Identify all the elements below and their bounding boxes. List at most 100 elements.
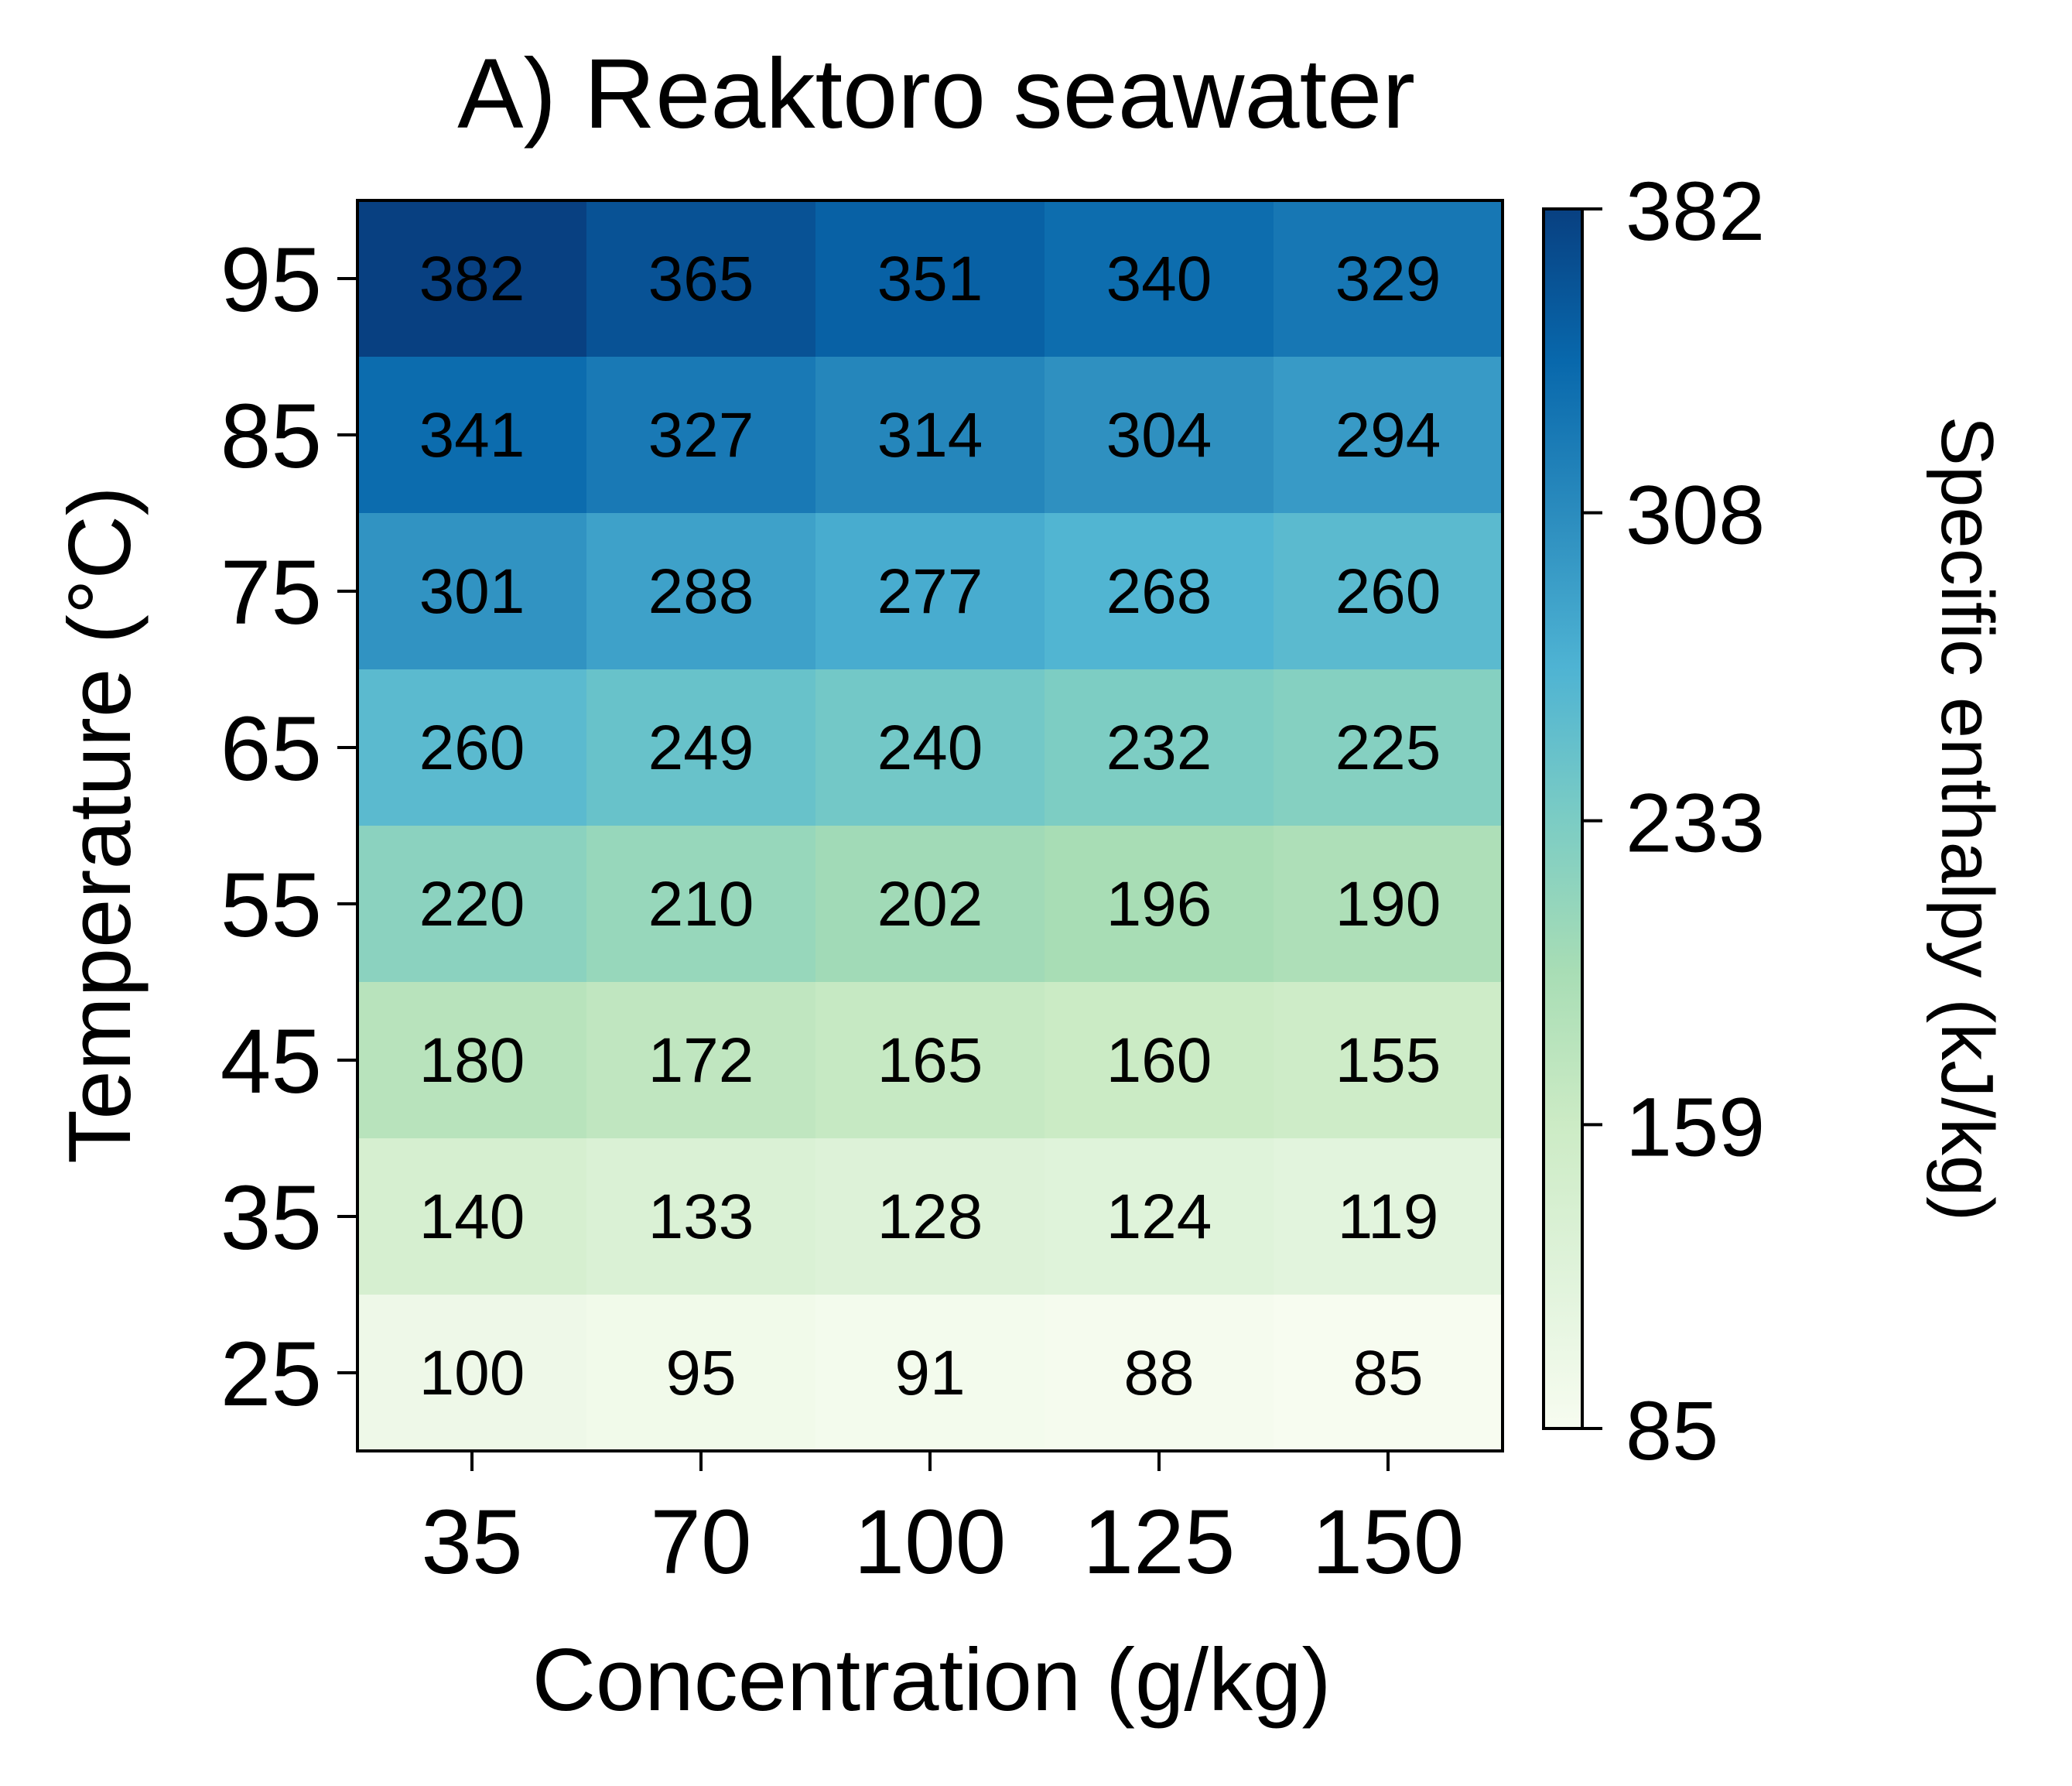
cell-value-label: 100 bbox=[419, 1338, 525, 1408]
cell-value-label: 133 bbox=[648, 1182, 754, 1252]
y-tick-label: 75 bbox=[221, 542, 322, 644]
heatmap-cell bbox=[357, 669, 587, 826]
heatmap-cell bbox=[815, 513, 1045, 670]
heatmap-cell bbox=[586, 982, 816, 1139]
heatmap-cell bbox=[1045, 357, 1274, 514]
heatmap-cell bbox=[1045, 669, 1274, 826]
heatmap-cell bbox=[357, 200, 587, 358]
cell-value-label: 232 bbox=[1106, 713, 1212, 783]
heatmap-cell bbox=[357, 1138, 587, 1295]
cell-value-label: 260 bbox=[1335, 556, 1441, 627]
heatmap-cell bbox=[586, 669, 816, 826]
heatmap-cell bbox=[586, 1138, 816, 1295]
x-tick-label: 70 bbox=[650, 1491, 751, 1593]
cell-value-label: 172 bbox=[648, 1025, 754, 1096]
cell-value-label: 260 bbox=[419, 713, 525, 783]
cell-value-label: 382 bbox=[419, 244, 525, 314]
cell-value-label: 268 bbox=[1106, 556, 1212, 627]
colorbar-label: Specific enthalpy (kJ/kg) bbox=[1926, 416, 2009, 1221]
heatmap-cell bbox=[1045, 1138, 1274, 1295]
heatmap-cell bbox=[586, 200, 816, 358]
colorbar-tick-label: 85 bbox=[1626, 1384, 1718, 1477]
heatmap-cell bbox=[1045, 1295, 1274, 1452]
heatmap-cell bbox=[1274, 513, 1503, 670]
heatmap-cell bbox=[1045, 200, 1274, 358]
heatmap-cell bbox=[815, 826, 1045, 983]
cell-value-label: 85 bbox=[1352, 1338, 1423, 1408]
heatmap-cell bbox=[357, 357, 587, 514]
heatmap-cell bbox=[815, 982, 1045, 1139]
cell-value-label: 124 bbox=[1106, 1182, 1212, 1252]
cell-value-label: 329 bbox=[1335, 244, 1441, 314]
cell-value-label: 249 bbox=[648, 713, 754, 783]
y-tick-label: 85 bbox=[221, 385, 322, 488]
cell-value-label: 196 bbox=[1106, 869, 1212, 939]
cell-value-label: 301 bbox=[419, 556, 525, 627]
colorbar-tick-label: 233 bbox=[1626, 776, 1765, 870]
heatmap-cells bbox=[357, 200, 1503, 1452]
colorbar-tick-label: 159 bbox=[1626, 1079, 1765, 1173]
heatmap-cell bbox=[1274, 1138, 1503, 1295]
heatmap-cell bbox=[1045, 513, 1274, 670]
cell-value-label: 91 bbox=[894, 1338, 965, 1408]
heatmap-cell bbox=[586, 826, 816, 983]
cell-value-label: 240 bbox=[877, 713, 983, 783]
heatmap-cell bbox=[815, 357, 1045, 514]
heatmap-cell bbox=[815, 1138, 1045, 1295]
colorbar-tick-label: 308 bbox=[1626, 468, 1765, 562]
heatmap-cell bbox=[1274, 669, 1503, 826]
heatmap-cell bbox=[586, 513, 816, 670]
heatmap-cell bbox=[1274, 357, 1503, 514]
colorbar-axis: 85 159 233 308 382 bbox=[1582, 164, 1765, 1477]
heatmap-cell bbox=[357, 1295, 587, 1452]
x-axis: 35 70 100 125 150 bbox=[421, 1451, 1464, 1593]
colorbar bbox=[1542, 207, 1584, 1430]
cell-value-label: 225 bbox=[1335, 713, 1441, 783]
cell-value-label: 128 bbox=[877, 1182, 983, 1252]
cell-value-label: 340 bbox=[1106, 244, 1212, 314]
x-axis-label: Concentration (g/kg) bbox=[532, 1631, 1332, 1730]
cell-value-label: 190 bbox=[1335, 869, 1441, 939]
cell-value-label: 210 bbox=[648, 869, 754, 939]
y-tick-label: 45 bbox=[221, 1011, 322, 1113]
heatmap-cell bbox=[1274, 826, 1503, 983]
cell-value-label: 95 bbox=[665, 1338, 736, 1408]
cell-value-label: 327 bbox=[648, 400, 754, 470]
cell-value-label: 155 bbox=[1335, 1025, 1441, 1096]
cell-value-label: 220 bbox=[419, 869, 525, 939]
heatmap-cell bbox=[586, 1295, 816, 1452]
cell-value-label: 202 bbox=[877, 869, 983, 939]
chart-title: A) Reaktoro seawater bbox=[457, 39, 1415, 149]
y-tick-label: 95 bbox=[221, 229, 322, 331]
heatmap-cell bbox=[815, 1295, 1045, 1452]
heatmap-cell bbox=[357, 513, 587, 670]
cell-value-label: 165 bbox=[877, 1025, 983, 1096]
y-tick-label: 55 bbox=[221, 854, 322, 956]
heatmap-cell bbox=[1274, 200, 1503, 358]
heatmap-cell bbox=[815, 669, 1045, 826]
heatmap-cell bbox=[586, 357, 816, 514]
cell-value-label: 119 bbox=[1338, 1182, 1439, 1252]
cell-value-label: 341 bbox=[419, 400, 525, 470]
cell-value-label: 351 bbox=[877, 244, 983, 314]
cell-value-label: 180 bbox=[419, 1025, 525, 1096]
y-axis-label: Temperature (°C) bbox=[51, 486, 149, 1163]
cell-value-label: 314 bbox=[877, 400, 983, 470]
cell-value-label: 277 bbox=[877, 556, 983, 627]
heatmap-cell bbox=[1274, 982, 1503, 1139]
cell-value-label: 365 bbox=[648, 244, 754, 314]
y-tick-label: 25 bbox=[221, 1323, 322, 1425]
x-tick-label: 100 bbox=[854, 1491, 1007, 1593]
x-tick-label: 150 bbox=[1312, 1491, 1465, 1593]
cell-value-label: 88 bbox=[1123, 1338, 1194, 1408]
x-tick-label: 35 bbox=[421, 1491, 522, 1593]
heatmap-cell bbox=[1045, 982, 1274, 1139]
heatmap-cell-labels: 382 365 351 340 329 341 327 314 304 294 301 288 277 2… bbox=[419, 244, 1441, 1408]
heatmap-cell bbox=[815, 200, 1045, 358]
heatmap-cell bbox=[357, 826, 587, 983]
x-tick-label: 125 bbox=[1083, 1491, 1236, 1593]
cell-value-label: 304 bbox=[1106, 400, 1212, 470]
cell-value-label: 160 bbox=[1106, 1025, 1212, 1096]
y-tick-label: 35 bbox=[221, 1167, 322, 1269]
